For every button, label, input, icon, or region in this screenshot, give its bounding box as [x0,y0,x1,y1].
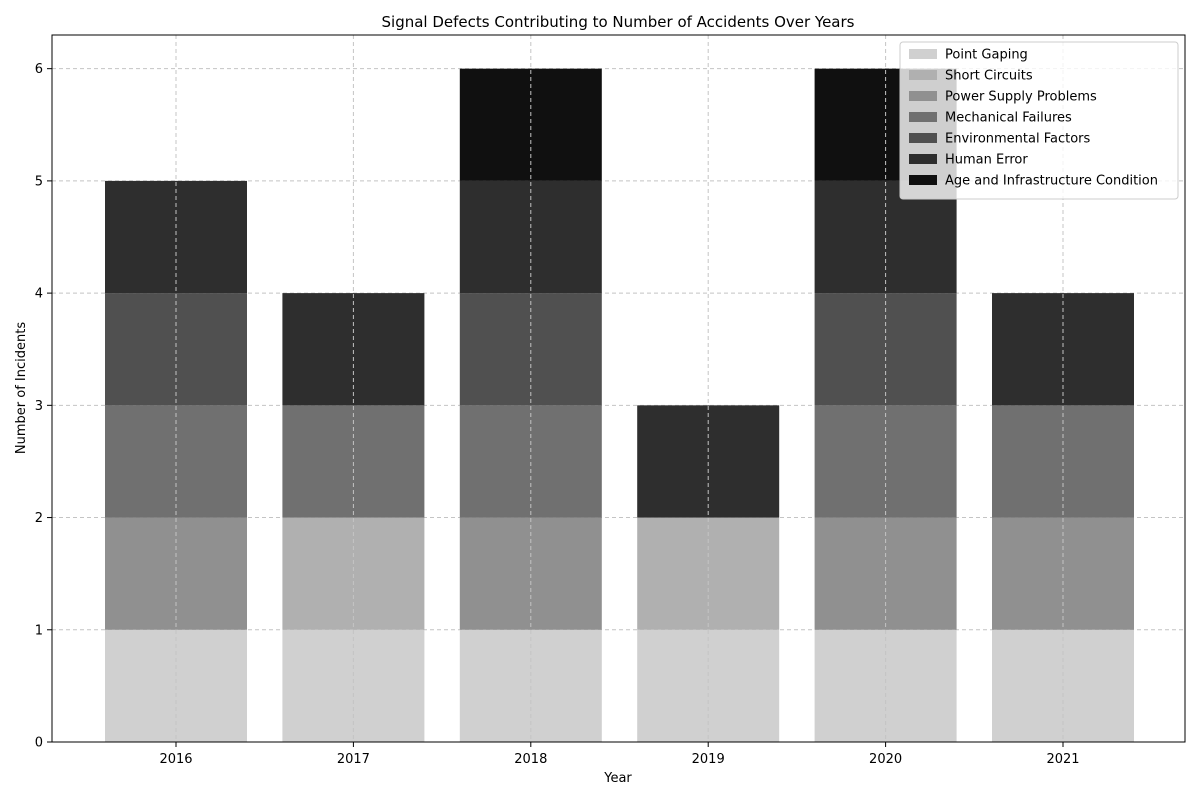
legend-swatch [909,154,937,164]
x-tick-label: 2019 [692,752,725,767]
legend: Point Gaping Short Circuits Power Supply P… [899,41,1179,200]
y-axis: 0 1 2 3 4 5 6 [35,62,52,751]
legend-swatch [909,175,937,185]
y-tick-label: 3 [35,399,43,414]
x-tick-label: 2018 [514,752,547,767]
legend-swatch [909,133,937,143]
y-tick-label: 4 [35,287,43,302]
legend-label: Human Error [945,153,1028,168]
legend-label: Power Supply Problems [945,90,1097,105]
y-axis-title: Number of Incidents [14,322,29,454]
x-axis: 2016 2017 2018 2019 2020 2021 [159,742,1080,767]
x-tick-label: 2020 [869,752,902,767]
legend-swatch [909,70,937,80]
legend-label: Short Circuits [945,69,1033,84]
plot-frame [51,34,1186,743]
y-tick-label: 5 [35,174,43,189]
chart-title: Signal Defects Contributing to Number of… [382,13,855,31]
legend-box [899,41,1179,200]
legend-label: Mechanical Failures [945,111,1072,126]
y-tick-label: 0 [35,736,43,751]
y-tick-label: 1 [35,623,43,638]
x-tick-label: 2021 [1046,752,1079,767]
x-axis-title: Year [603,771,632,786]
vertical-grid-layer [175,35,1064,742]
legend-label: Environmental Factors [945,132,1091,147]
x-tick-label: 2017 [337,752,370,767]
legend-label: Age and Infrastructure Condition [945,174,1158,189]
legend-swatch [909,112,937,122]
legend-label: Point Gaping [945,48,1028,63]
x-tick-label: 2016 [159,752,192,767]
y-tick-label: 2 [35,511,43,526]
legend-swatch [909,49,937,59]
y-tick-label: 6 [35,62,43,77]
legend-swatch [909,91,937,101]
